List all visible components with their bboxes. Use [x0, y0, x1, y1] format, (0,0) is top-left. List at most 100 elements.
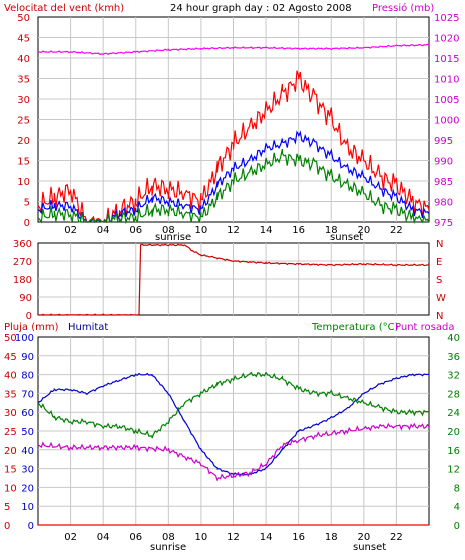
temperature-axis-label: Temperatura (°C)	[311, 322, 399, 333]
wind-left-tick: 0	[24, 218, 30, 229]
pressure-right-tick: 1020	[434, 34, 459, 45]
wind-x-tick: 12	[227, 225, 240, 236]
temp-right-tick: 24	[447, 408, 460, 419]
direction-left-tick: 0	[26, 311, 32, 322]
rain-left-tick: 30	[4, 408, 17, 419]
wind-series-line	[37, 70, 430, 224]
wind-x-tick: 10	[195, 225, 208, 236]
bottom-x-tick: 18	[325, 532, 338, 543]
bottom-x-tick: 06	[129, 532, 142, 543]
humidity-left-tick: 30	[21, 465, 34, 476]
sunrise-label: sunrise	[155, 232, 191, 243]
temp-right-tick: 32	[447, 371, 460, 382]
sunset-label-bottom: sunset	[353, 542, 386, 553]
rain-left-tick: 5	[4, 502, 10, 513]
direction-right-tick: N	[436, 239, 443, 250]
pressure-right-tick: 995	[434, 136, 453, 147]
rain-axis-label: Pluja (mm)	[4, 322, 59, 333]
humidity-left-tick: 0	[28, 521, 34, 532]
pressure-right-tick: 980	[434, 198, 453, 209]
temp-right-tick: 40	[447, 333, 460, 344]
bottom-x-tick: 12	[227, 532, 240, 543]
bottom-x-tick: 16	[292, 532, 305, 543]
wind-left-tick: 5	[24, 198, 30, 209]
humidity-left-tick: 70	[21, 389, 34, 400]
bottom-x-tick: 14	[260, 532, 273, 543]
humidity-left-tick: 40	[21, 446, 34, 457]
chart-title: 24 hour graph day : 02 Agosto 2008	[170, 3, 352, 14]
rain-left-tick: 0	[4, 521, 10, 532]
humidity-left-tick: 20	[21, 483, 34, 494]
temp-right-tick: 36	[447, 352, 460, 363]
wind-x-tick: 02	[64, 225, 77, 236]
wind-x-tick: 16	[292, 225, 305, 236]
bottom-x-tick: 08	[162, 532, 175, 543]
humidity-left-tick: 90	[21, 352, 34, 363]
wind-x-tick: 14	[260, 225, 273, 236]
wind-x-tick: 20	[357, 225, 370, 236]
wind-series-line	[37, 43, 430, 56]
bottom-x-tick: 22	[390, 532, 403, 543]
direction-left-tick: 270	[13, 257, 32, 268]
humidity-temp-series-line	[37, 371, 430, 439]
wind-x-tick: 04	[97, 225, 110, 236]
humidity-left-tick: 60	[21, 408, 34, 419]
temp-right-tick: 0	[454, 521, 460, 532]
wind-x-tick: 18	[325, 225, 338, 236]
rain-left-tick: 40	[4, 371, 17, 382]
wind-left-tick: 15	[17, 157, 30, 168]
pressure-right-tick: 990	[434, 157, 453, 168]
bottom-x-tick: 02	[64, 532, 77, 543]
wind-left-tick: 45	[17, 34, 30, 45]
direction-right-tick: W	[436, 293, 446, 304]
rain-left-tick: 15	[4, 465, 17, 476]
wind-x-tick: 08	[162, 225, 175, 236]
temp-right-tick: 12	[447, 465, 460, 476]
humidity-left-tick: 80	[21, 371, 34, 382]
bottom-x-tick: 04	[97, 532, 110, 543]
pressure-right-tick: 1010	[434, 75, 459, 86]
pressure-right-tick: 1025	[434, 13, 459, 24]
sunrise-label-bottom: sunrise	[150, 542, 186, 553]
direction-left-tick: 360	[13, 239, 32, 250]
pressure-right-tick: 1015	[434, 54, 459, 65]
temp-right-tick: 20	[447, 427, 460, 438]
rain-left-tick: 10	[4, 483, 17, 494]
humidity-left-tick: 100	[15, 333, 34, 344]
sunset-label: sunset	[330, 232, 363, 243]
pressure-right-tick: 1000	[434, 116, 459, 127]
wind-left-tick: 20	[17, 136, 30, 147]
wind-x-tick: 06	[129, 225, 142, 236]
bottom-x-tick: 10	[195, 532, 208, 543]
wind-left-tick: 10	[17, 177, 30, 188]
humidity-left-tick: 50	[21, 427, 34, 438]
bottom-x-tick: 20	[357, 532, 370, 543]
wind-x-tick: 22	[390, 225, 403, 236]
wind-left-tick: 25	[17, 116, 30, 127]
wind-left-tick: 35	[17, 75, 30, 86]
direction-right-tick: N	[436, 311, 443, 322]
pressure-right-tick: 985	[434, 177, 453, 188]
direction-left-tick: 180	[13, 275, 32, 286]
temp-right-tick: 8	[454, 483, 460, 494]
rain-left-tick: 25	[4, 427, 17, 438]
humidity-temp-series-line	[37, 422, 430, 481]
pressure-right-tick: 975	[434, 218, 453, 229]
rain-left-tick: 35	[4, 389, 17, 400]
pressure-axis-label: Pressió (mb)	[372, 2, 434, 14]
wind-left-tick: 40	[17, 54, 30, 65]
wind-left-tick: 50	[17, 13, 30, 24]
rain-left-tick: 45	[4, 352, 17, 363]
pressure-right-tick: 1005	[434, 95, 459, 106]
wind-left-tick: 30	[17, 95, 30, 106]
dewpoint-axis-label: Punt rosada	[395, 322, 454, 333]
rain-left-tick: 50	[4, 333, 17, 344]
wind-series-line	[37, 148, 430, 225]
temp-right-tick: 16	[447, 446, 460, 457]
temp-right-tick: 28	[447, 389, 460, 400]
humidity-axis-label: Humitat	[68, 322, 108, 333]
humidity-left-tick: 10	[21, 502, 34, 513]
wind-axis-label: Velocitat del vent (kmh)	[4, 3, 124, 14]
